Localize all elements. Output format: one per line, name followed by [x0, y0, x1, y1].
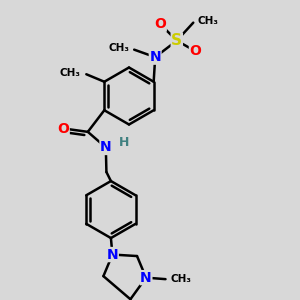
Text: O: O	[154, 17, 166, 31]
Text: N: N	[106, 248, 118, 262]
Text: H: H	[118, 136, 129, 149]
Text: S: S	[171, 33, 182, 48]
Text: O: O	[189, 44, 201, 58]
Text: O: O	[57, 122, 69, 136]
Text: N: N	[100, 140, 112, 154]
Text: CH₃: CH₃	[170, 274, 191, 284]
Text: CH₃: CH₃	[59, 68, 80, 78]
Text: N: N	[149, 50, 161, 64]
Text: CH₃: CH₃	[109, 43, 130, 53]
Text: CH₃: CH₃	[198, 16, 219, 26]
Text: N: N	[140, 271, 152, 285]
